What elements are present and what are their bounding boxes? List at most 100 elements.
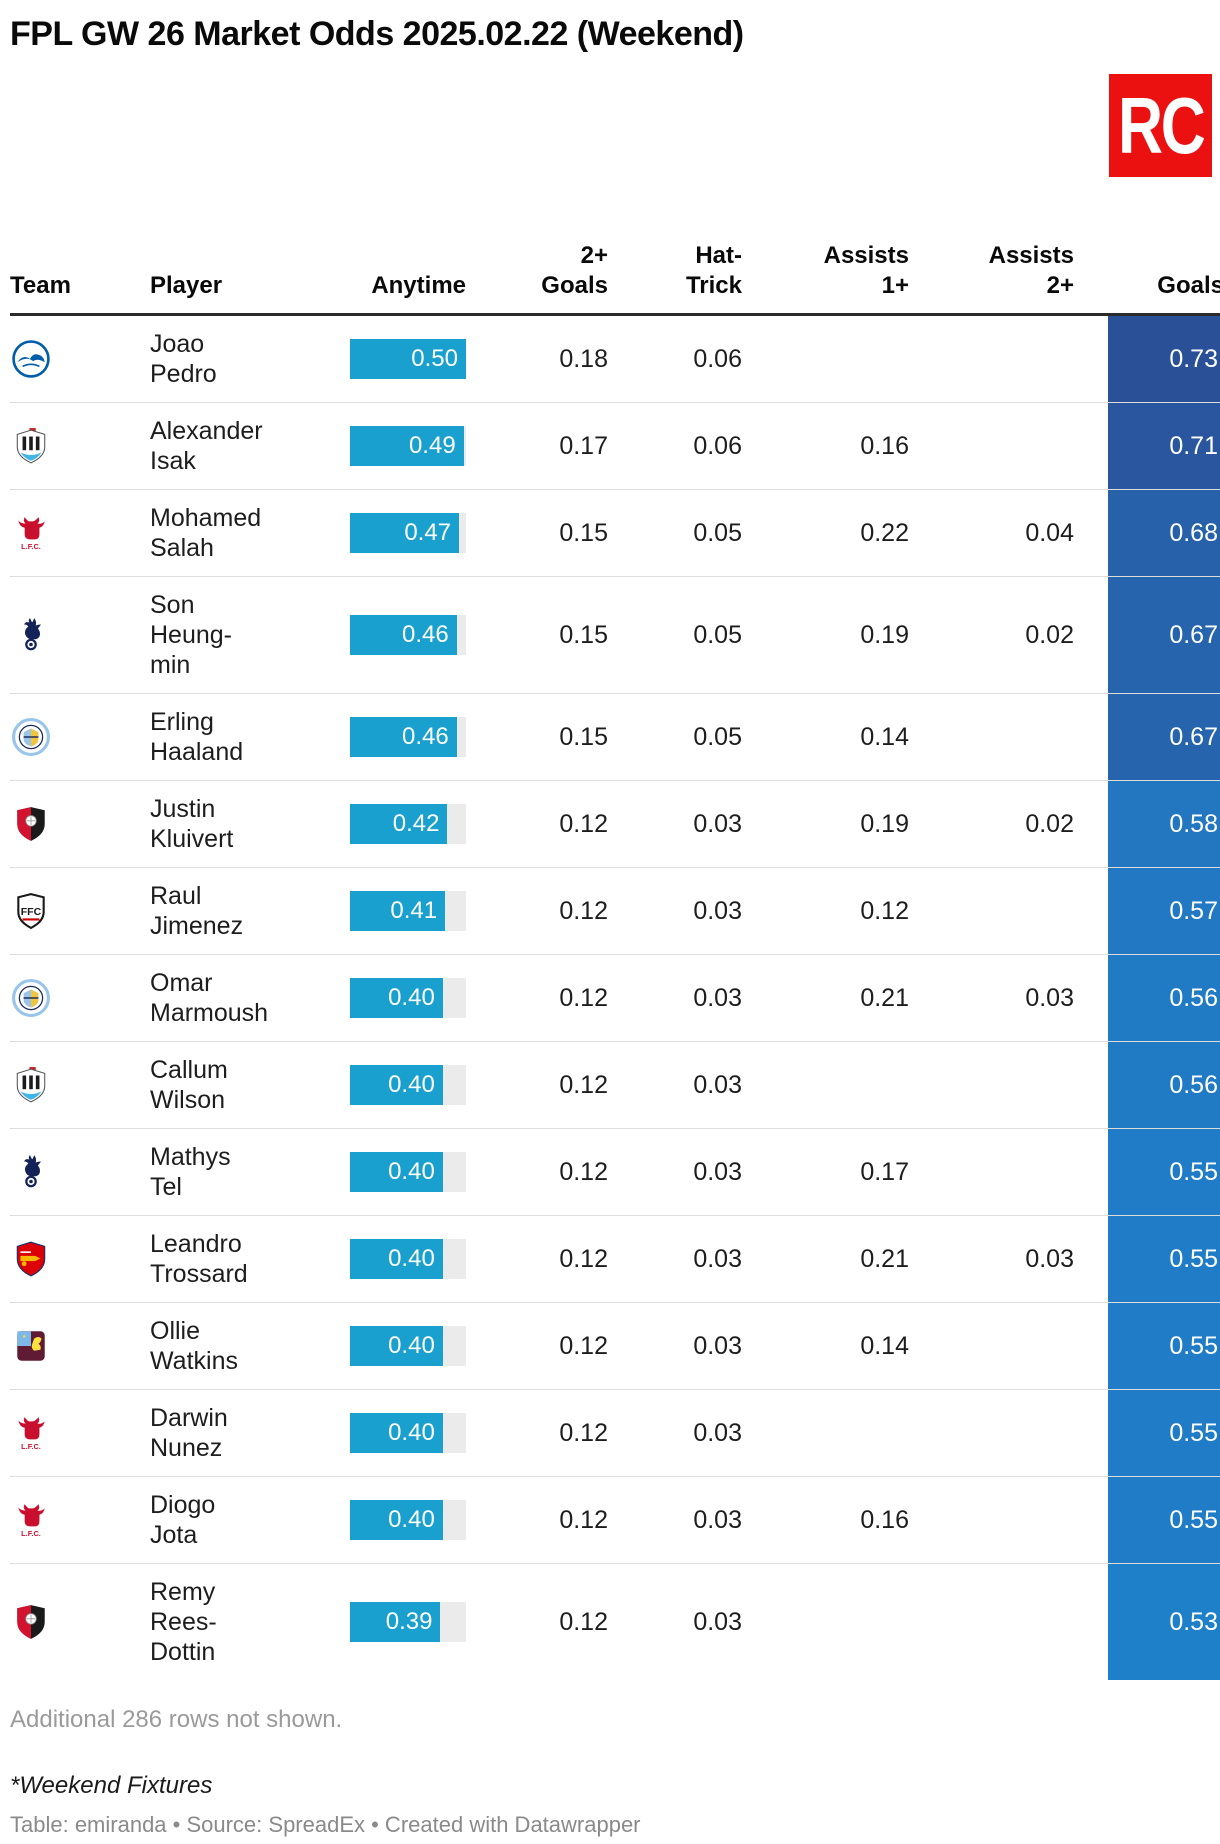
- anytime-bar-fill: 0.46: [350, 615, 457, 655]
- 2plus-goals-value: 0.18: [559, 344, 608, 373]
- team-cell: L.F.C.: [10, 1501, 150, 1539]
- player-name: Son Heung-min: [150, 577, 350, 693]
- assists-1plus-value: 0.19: [860, 809, 909, 838]
- table-row: Remy Rees- Dottin 0.39 0.12 0.03 0.53: [10, 1563, 1220, 1680]
- player-name: Raul Jimenez: [150, 868, 350, 954]
- anytime-bar-fill: 0.39: [350, 1602, 441, 1642]
- anytime-bar-fill: 0.40: [350, 1239, 443, 1279]
- 2plus-goals-value: 0.12: [559, 896, 608, 925]
- anytime-bar-track: 0.40: [350, 1152, 466, 1192]
- anytime-bar-cell: 0.47: [350, 513, 466, 553]
- table-row: FFC Raul Jimenez 0.41 0.12 0.03 0.12 0.57: [10, 867, 1220, 954]
- player-name-line: Wilson: [150, 1086, 226, 1114]
- team-crest-mancity: [12, 979, 50, 1017]
- player-name-line: Remy: [150, 1578, 216, 1606]
- team-cell: [10, 616, 150, 654]
- hat-trick-value: 0.03: [693, 1157, 742, 1186]
- 2plus-goals-value: 0.12: [559, 1418, 608, 1447]
- anytime-value: 0.40: [388, 1332, 435, 1359]
- assists-1plus-value: 0.14: [860, 722, 909, 751]
- player-name-line: Kluivert: [150, 825, 234, 853]
- anytime-value: 0.40: [388, 1506, 435, 1533]
- table-row: Justin Kluivert 0.42 0.12 0.03 0.19 0.02 …: [10, 780, 1220, 867]
- 2plus-goals-value: 0.17: [559, 431, 608, 460]
- anytime-bar-cell: 0.49: [350, 426, 466, 466]
- player-name-line: Justin: [150, 795, 216, 823]
- player-name: Mohamed Salah: [150, 490, 350, 576]
- assists-2plus-value: 0.02: [1025, 809, 1074, 838]
- team-cell: [10, 427, 150, 465]
- player-name-line: Trossard: [150, 1260, 248, 1288]
- player-name: Justin Kluivert: [150, 781, 350, 867]
- anytime-bar-fill: 0.41: [350, 891, 446, 931]
- player-name-line: Leandro: [150, 1230, 242, 1258]
- table-row: Ollie Watkins 0.40 0.12 0.03 0.14 0.55: [10, 1302, 1220, 1389]
- anytime-bar-cell: 0.40: [350, 978, 466, 1018]
- table-row: Joao Pedro 0.50 0.18 0.06 0.73: [10, 316, 1220, 402]
- anytime-bar-fill: 0.49: [350, 426, 464, 466]
- team-cell: [10, 1603, 150, 1641]
- player-name-line: Mathys: [150, 1143, 231, 1171]
- player-name: Callum Wilson: [150, 1042, 350, 1128]
- player-name: Omar Marmoush: [150, 955, 350, 1041]
- anytime-bar-track: 0.40: [350, 1326, 466, 1366]
- header-label-line: 2+: [580, 242, 608, 269]
- team-crest-bournemouth: [17, 1605, 45, 1639]
- player-name-line: Haaland: [150, 738, 244, 766]
- player-name-line: min: [150, 651, 191, 679]
- anytime-value: 0.42: [392, 810, 440, 837]
- player-name-line: Alexander: [150, 417, 263, 445]
- hat-trick-value: 0.03: [693, 1607, 742, 1636]
- anytime-bar-fill: 0.46: [350, 717, 457, 757]
- hat-trick-value: 0.03: [693, 1331, 742, 1360]
- anytime-value: 0.39: [385, 1608, 433, 1635]
- header-label-line: Goals: [1157, 272, 1220, 299]
- anytime-bar-cell: 0.41: [350, 891, 466, 931]
- anytime-bar-cell: 0.40: [350, 1413, 466, 1453]
- player-name-line: Heung-: [150, 621, 232, 649]
- anytime-bar-track: 0.40: [350, 978, 466, 1018]
- header-goals: Goals: [1108, 271, 1220, 301]
- goals-heatmap-cell: 0.55: [1108, 1303, 1220, 1389]
- anytime-value: 0.40: [388, 1158, 435, 1185]
- table-header-row: Team Player Anytime 2+ Goals Hat- Trick As…: [10, 241, 1220, 316]
- team-crest-fulham: FFC: [17, 893, 45, 930]
- anytime-bar-track: 0.49: [350, 426, 466, 466]
- hat-trick-value: 0.05: [693, 620, 742, 649]
- team-crest-arsenal: [16, 1241, 46, 1277]
- assists-2plus-value: 0.03: [1025, 983, 1074, 1012]
- player-name-line: Omar: [150, 969, 213, 997]
- table-row: Son Heung-min 0.46 0.15 0.05 0.19 0.02 0.…: [10, 576, 1220, 693]
- player-name: Darwin Nunez: [150, 1390, 350, 1476]
- anytime-value: 0.40: [388, 1071, 435, 1098]
- header-label-line: 2+: [1046, 272, 1074, 299]
- anytime-value: 0.41: [390, 897, 438, 924]
- goals-heatmap-cell: 0.71: [1108, 403, 1220, 489]
- source-byline: Table: emiranda • Source: SpreadEx • Cre…: [10, 1812, 641, 1837]
- team-crest-brighton: [12, 340, 50, 378]
- header-label-line: Hat-: [695, 242, 742, 269]
- header-team: Team: [10, 271, 150, 301]
- player-name-line: Mohamed: [150, 504, 262, 532]
- team-cell: L.F.C.: [10, 514, 150, 552]
- svg-text:L.F.C.: L.F.C.: [21, 1442, 41, 1451]
- player-name-line: Darwin: [150, 1404, 228, 1432]
- goals-heatmap-cell: 0.55: [1108, 1390, 1220, 1476]
- player-name: Alexander Isak: [150, 403, 350, 489]
- assists-1plus-value: 0.17: [860, 1157, 909, 1186]
- assists-2plus-value: 0.02: [1025, 620, 1074, 649]
- anytime-value: 0.40: [388, 1419, 435, 1446]
- player-name-line: Isak: [150, 447, 196, 475]
- 2plus-goals-value: 0.12: [559, 1070, 608, 1099]
- goals-heatmap-cell: 0.53: [1108, 1564, 1220, 1680]
- anytime-bar-fill: 0.40: [350, 1413, 443, 1453]
- goals-heatmap-cell: 0.73: [1108, 316, 1220, 402]
- table-row: L.F.C. Darwin Nunez 0.40 0.12 0.03 0.55: [10, 1389, 1220, 1476]
- team-cell: [10, 1066, 150, 1104]
- assists-1plus-value: 0.21: [860, 983, 909, 1012]
- assists-1plus-value: 0.16: [860, 1505, 909, 1534]
- anytime-bar-cell: 0.40: [350, 1500, 466, 1540]
- table-row: L.F.C. Diogo Jota 0.40 0.12 0.03 0.16 0.5…: [10, 1476, 1220, 1563]
- anytime-value: 0.49: [408, 432, 456, 459]
- player-name-line: Watkins: [150, 1347, 238, 1375]
